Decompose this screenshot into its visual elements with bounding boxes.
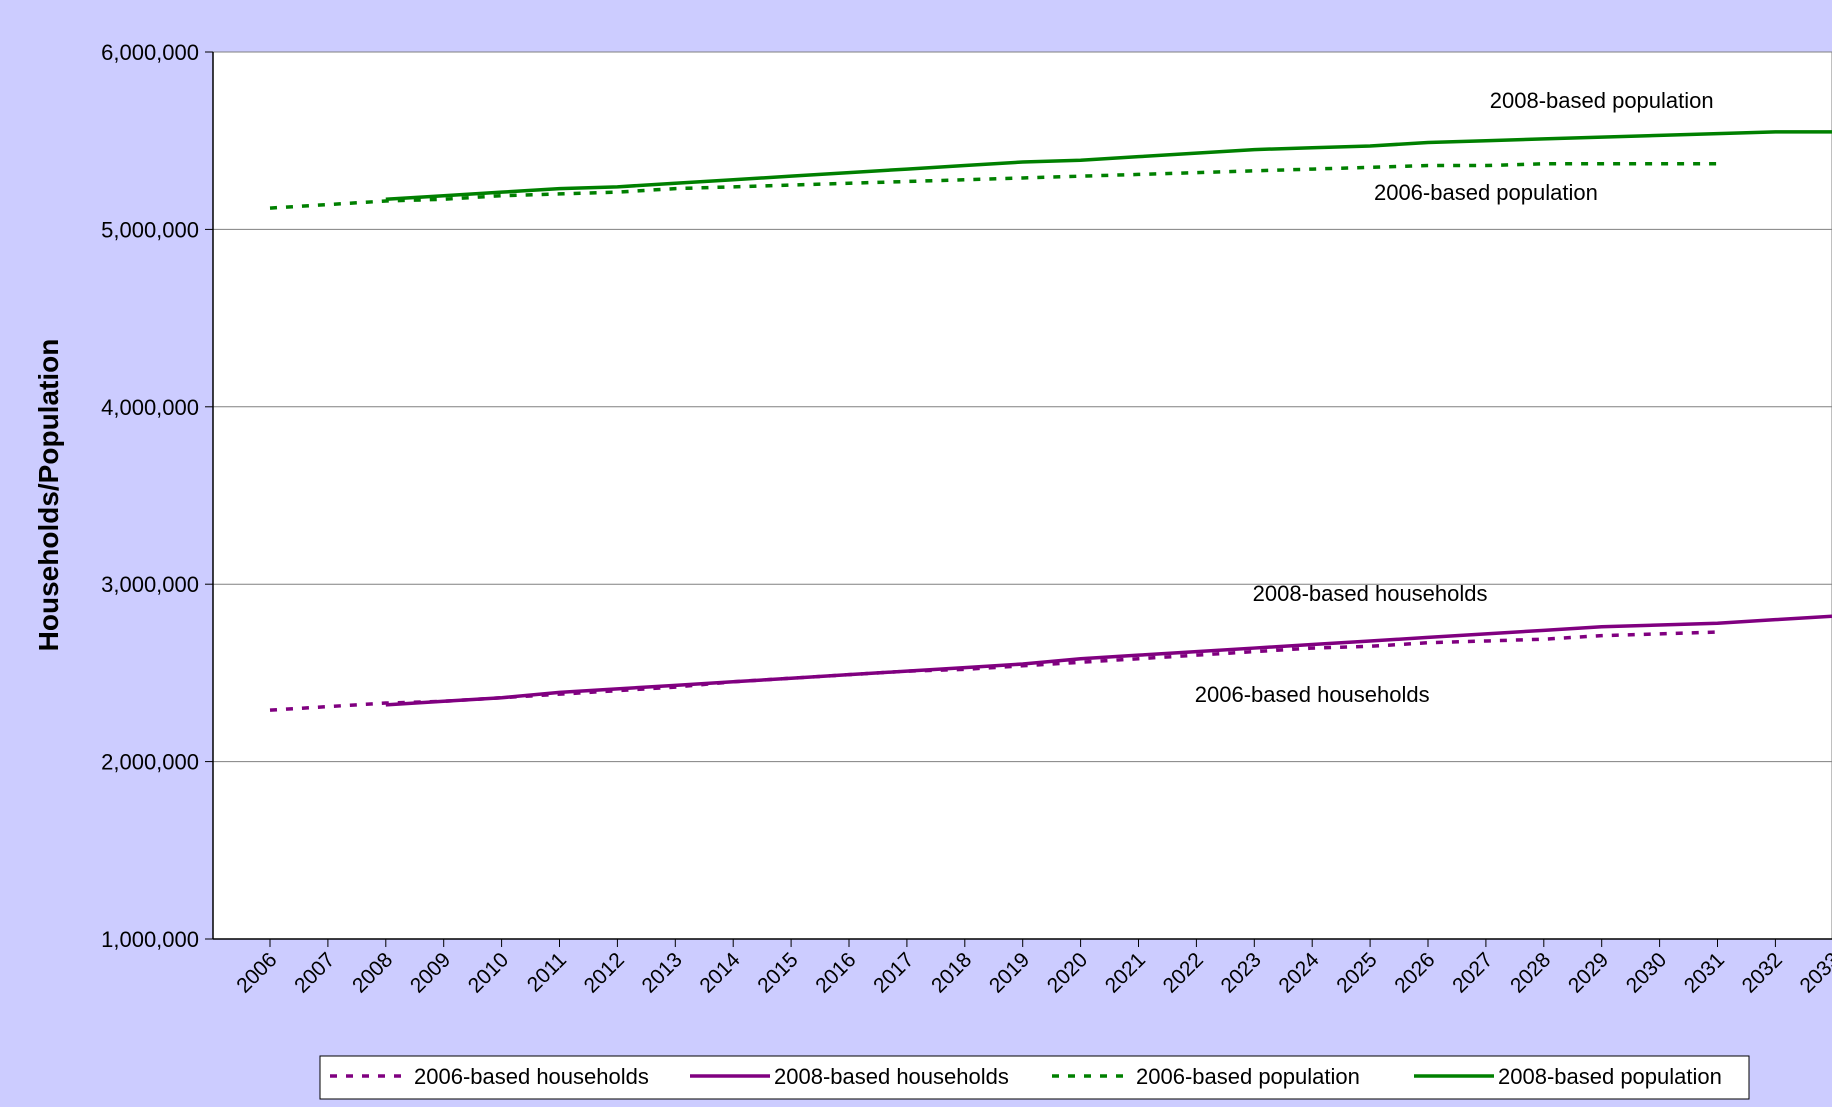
- x-tick-label: 2014: [695, 948, 745, 998]
- series-lines: [269, 130, 1832, 712]
- x-tick-label: 2026: [1390, 948, 1439, 997]
- annotation-label: 2006-based population: [1374, 180, 1598, 205]
- legend: 2006-based households 2008-based househol…: [319, 1055, 1750, 1100]
- x-tick-label: 2021: [1101, 948, 1150, 997]
- y-tick-label: 5,000,000: [101, 217, 199, 242]
- legend-entry-label: 2006-based households: [414, 1064, 649, 1089]
- series-line-2008-based-population: [385, 130, 1832, 201]
- x-tick-label: 2020: [1043, 948, 1092, 997]
- x-tick-label: 2007: [290, 948, 339, 997]
- x-tick-label: 2008: [348, 948, 397, 997]
- y-tick-label: 4,000,000: [101, 395, 199, 420]
- legend-entry-label: 2008-based population: [1498, 1064, 1722, 1089]
- x-tick-label: 2023: [1217, 948, 1266, 997]
- y-tick-label: 3,000,000: [101, 572, 199, 597]
- annotation-label: 2008-based households: [1253, 581, 1488, 606]
- x-tick-label: 2015: [753, 948, 802, 997]
- x-tick-label: 2028: [1506, 948, 1555, 997]
- y-axis-label: Households/Population: [33, 339, 64, 652]
- x-tick-label: 2011: [523, 948, 571, 996]
- series-line-2008-based-households: [385, 614, 1832, 707]
- series-line-2006-based-population: [269, 162, 1718, 210]
- x-tick-label: 2025: [1332, 948, 1381, 997]
- legend-entry-label: 2006-based population: [1136, 1064, 1360, 1089]
- x-tick-label: 2024: [1274, 948, 1324, 998]
- x-tick-label: 2033: [1796, 948, 1832, 997]
- x-tick-label: 2010: [464, 948, 513, 997]
- x-tick-label: 2022: [1159, 948, 1208, 997]
- y-tick-label: 2,000,000: [101, 750, 199, 775]
- gridlines: [213, 228, 1832, 763]
- x-tick-label: 2012: [580, 948, 629, 997]
- legend-entry-label: 2008-based households: [774, 1064, 1009, 1089]
- annotation-label: 2008-based population: [1490, 88, 1714, 113]
- legend-box: [319, 1055, 1750, 1100]
- y-tick-label: 6,000,000: [101, 40, 199, 65]
- x-tick-label: 2018: [927, 948, 976, 997]
- x-tick-label: 2030: [1622, 948, 1671, 997]
- x-tick-label: 2017: [869, 948, 918, 997]
- x-tick-label: 2016: [811, 948, 860, 997]
- x-tick-label: 2013: [638, 948, 687, 997]
- x-tick-label: 2006: [232, 948, 281, 997]
- x-tick-label: 2019: [985, 948, 1034, 997]
- x-tick-label: 2032: [1738, 948, 1787, 997]
- x-tick-label: 2009: [406, 948, 455, 997]
- y-tick-label: 1,000,000: [101, 927, 199, 952]
- annotations: 2008-based population 2006-based populati…: [1195, 88, 1714, 707]
- x-tick-label: 2027: [1448, 948, 1497, 997]
- x-tick-label: 2031: [1680, 948, 1729, 997]
- annotation-label: 2006-based households: [1195, 682, 1430, 707]
- plot-area: [212, 51, 1832, 940]
- x-tick-label: 2029: [1564, 948, 1613, 997]
